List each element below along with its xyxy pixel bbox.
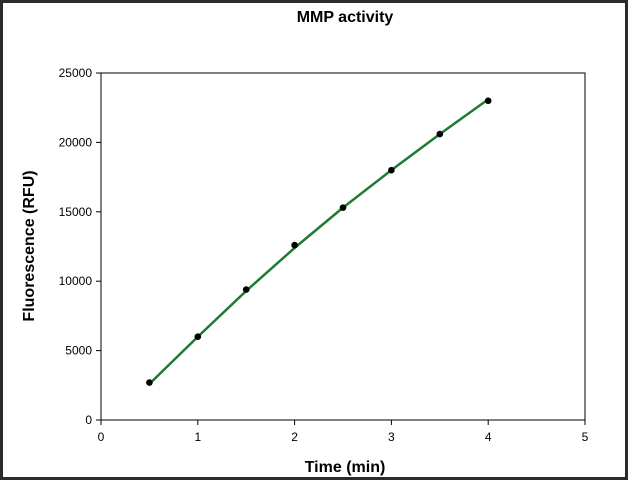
plot-area <box>100 72 586 421</box>
x-tick-label: 4 <box>485 430 492 444</box>
data-point <box>194 333 202 341</box>
x-axis: 0 1 2 3 4 5 <box>98 420 589 444</box>
y-tick-label: 0 <box>85 413 92 427</box>
y-axis-label: Fluorescence (RFU) <box>21 170 38 321</box>
y-tick-label: 25000 <box>59 66 93 80</box>
series-layer <box>146 97 492 386</box>
x-axis-label: Time (min) <box>305 459 386 476</box>
y-tick-label: 10000 <box>59 274 93 288</box>
fit-line <box>148 98 489 385</box>
y-tick-label: 15000 <box>59 205 93 219</box>
y-axis: 0 5000 10000 15000 20000 25000 <box>59 66 101 427</box>
y-tick-label: 5000 <box>65 344 92 358</box>
x-tick-label: 3 <box>388 430 395 444</box>
data-point <box>484 97 492 105</box>
x-tick-label: 5 <box>582 430 589 444</box>
chart-title: MMP activity <box>297 9 394 26</box>
x-tick-label: 1 <box>194 430 201 444</box>
x-tick-label: 2 <box>291 430 298 444</box>
data-point <box>146 379 153 386</box>
data-point <box>388 166 395 174</box>
data-point <box>436 130 444 138</box>
x-tick-label: 0 <box>98 430 105 444</box>
data-point <box>291 241 298 249</box>
data-point <box>242 286 250 293</box>
plot-border <box>100 72 586 421</box>
y-tick-label: 20000 <box>59 135 93 149</box>
data-point <box>339 204 347 211</box>
